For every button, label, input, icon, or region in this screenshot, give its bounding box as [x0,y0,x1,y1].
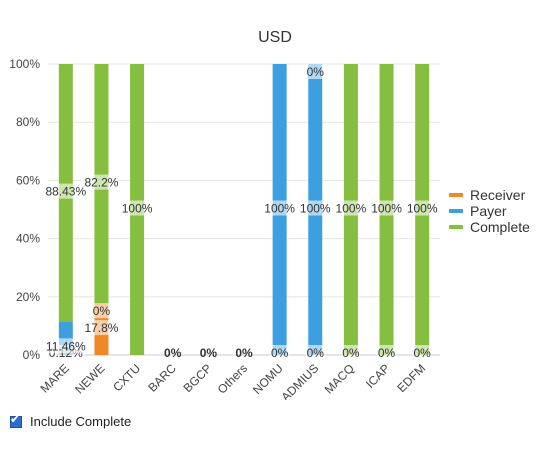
data-label-bg [341,345,361,360]
legend-swatch [449,209,463,213]
x-tick-label: Others [215,361,250,396]
data-label: 0% [307,346,325,360]
x-tick-label: CXTU [110,361,143,394]
legend-swatch [449,225,463,229]
data-label: 100% [300,202,331,216]
data-label: 0% [164,346,182,360]
y-tick-label: 20% [16,290,40,304]
data-label: 0% [378,346,396,360]
data-label: 88.43% [45,185,86,199]
include-complete-checkbox[interactable]: ✔ [10,411,22,428]
x-tick-label: NEWE [72,361,107,396]
data-label-bg [306,64,325,79]
x-tick-label: MACQ [322,361,357,396]
x-tick-label: EDFM [394,361,428,395]
data-label-bg [412,345,432,360]
x-tick-label: ICAP [363,361,393,391]
data-label-bg [306,345,325,360]
data-labels: 0.12%11.46%88.43%17.8%0%82.2%100%0%0%0%0… [44,64,438,360]
include-complete-control[interactable]: ✔ Include Complete [10,411,132,429]
data-label: 100% [264,202,295,216]
data-label-bg [377,345,396,360]
data-label: 0% [342,346,360,360]
data-label-bg [335,200,367,216]
y-tick-label: 100% [9,57,40,71]
y-axis: 0% 20% 40% 60% 80% 100% [9,57,40,362]
data-label-bg [371,200,402,216]
y-tick-label: 0% [23,348,41,362]
data-label-bg [299,200,331,216]
data-label-bg [82,320,120,336]
y-tick-label: 40% [16,232,40,246]
data-label-bg [270,345,289,360]
data-label: 82.2% [84,176,118,190]
data-label: 17.8% [84,321,118,335]
data-label-bg [121,200,153,216]
data-label: 0% [200,346,218,360]
data-label: 100% [407,202,438,216]
check-mark-icon: ✔ [10,411,21,426]
data-label: 0% [93,304,111,318]
chart-title: USD [258,29,292,46]
data-label: 100% [336,202,367,216]
data-label: 100% [371,202,402,216]
data-label-bg [92,303,111,319]
data-label-bg [82,174,120,190]
y-tick-label: 80% [16,115,40,129]
data-label: 11.46% [46,339,86,353]
data-label: 0% [271,346,289,360]
legend-item-complete[interactable]: Complete [470,219,530,235]
x-tick-label: BARC [145,361,179,395]
x-tick-label: ADMIUS [278,361,321,400]
legend-swatch [449,193,463,197]
x-tick-label: MARE [38,361,72,395]
data-label-bg [44,338,88,354]
stacked-bar-chart: USD 0%20%40%60%80%100% 0.12%11.46%88.43%… [9,29,530,400]
data-label: 0% [235,346,253,360]
data-label-bg [406,200,438,216]
y-tick-label: 60% [16,173,40,187]
data-label: 100% [122,202,153,216]
legend-item-payer[interactable]: Payer [470,203,507,219]
legend-item-receiver[interactable]: Receiver [470,187,526,203]
data-label: 0% [307,65,325,79]
data-label: 0% [414,346,432,360]
data-label-bg [44,183,88,199]
data-label-bg [264,200,296,216]
x-tick-label: BGCP [181,361,215,395]
include-complete-label: Include Complete [30,414,132,429]
